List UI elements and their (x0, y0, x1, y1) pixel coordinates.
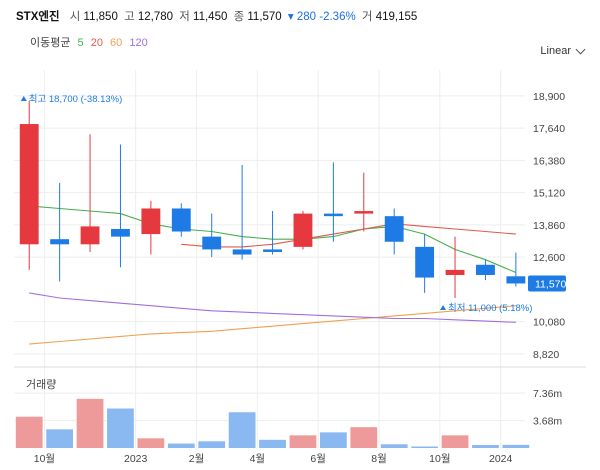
volume-bar (137, 438, 165, 448)
y-tick-label: 18,900 (533, 91, 565, 103)
candle-body (80, 226, 100, 245)
close-label: 종 (233, 11, 245, 23)
low-value: 11,450 (193, 11, 228, 23)
low-marker-arrow (440, 305, 447, 311)
volume-label: 거 (361, 11, 373, 23)
high-marker-label: 최고 18,700 (-38.13%) (29, 94, 123, 105)
ma-120-label[interactable]: 120 (129, 37, 148, 49)
volume-bar (350, 427, 378, 448)
volume-bar (289, 435, 317, 448)
moving-average-title: 이동평균 (30, 37, 71, 49)
candle-body (445, 269, 465, 276)
volume-bar (46, 429, 74, 448)
ma-120-line (29, 292, 516, 323)
candle-body (293, 213, 313, 247)
volume-bar (228, 412, 256, 448)
ma-60-line (29, 305, 516, 345)
high-marker-arrow (20, 96, 27, 102)
x-tick-label: 10월 (34, 453, 55, 465)
low-label: 저 (179, 11, 190, 23)
candle-body (111, 228, 130, 237)
open-label: 시 (69, 11, 81, 23)
ma-20-label[interactable]: 20 (90, 37, 103, 49)
close-value: 11,570 (247, 11, 282, 23)
low-marker-label: 최저 11,000 (5.18%) (448, 303, 532, 314)
candle-body (415, 246, 435, 278)
y-tick-label: 16,380 (533, 155, 565, 167)
stock-name: STX엔진 (16, 11, 60, 23)
volume-bar (441, 435, 469, 448)
x-tick-label: 4월 (250, 453, 266, 465)
candle-body (171, 208, 191, 232)
candle-body (202, 236, 222, 250)
x-tick-label: 8월 (371, 453, 387, 465)
open-value: 11,850 (83, 11, 118, 23)
candle-body (323, 213, 343, 217)
y-tick-label: 17,640 (533, 123, 565, 135)
volume-bar (259, 439, 286, 448)
high-label: 고 (124, 11, 135, 23)
change-value: ▾ 280 -2.36% (287, 11, 356, 23)
candle-body (232, 249, 252, 255)
moving-average-legend[interactable]: 이동평균 5 20 60 120 (30, 34, 152, 50)
x-tick-label: 6월 (310, 453, 326, 465)
volume-bar (76, 398, 104, 448)
volume-bar (15, 416, 43, 448)
volume-bar (167, 443, 195, 448)
scale-label: Linear (540, 45, 571, 57)
price-summary: STX엔진 시 11,850 고 12,780 저 11,450 종 11,57… (16, 8, 417, 24)
y-tick-label: 15,120 (533, 188, 565, 200)
volume-panel-title: 거래량 (26, 379, 57, 391)
x-tick-label: 10월 (429, 453, 450, 465)
last-price-badge (528, 275, 566, 292)
candle-body (141, 208, 161, 235)
high-value: 12,780 (137, 11, 174, 23)
volume-bar (411, 446, 439, 448)
y-tick-label: 12,600 (533, 252, 565, 264)
y-tick-label: 8,820 (533, 349, 559, 361)
candle-body (263, 249, 282, 252)
volume-bar (319, 432, 347, 448)
last-price-label: 11,570 (535, 278, 566, 290)
candle-body (50, 239, 70, 245)
volume-bar (380, 444, 408, 448)
candle-body (354, 211, 374, 214)
volume-bar (472, 445, 499, 448)
volume-bar (107, 408, 134, 448)
candle-body (476, 264, 495, 276)
volume-y-tick-label: 3.68m (533, 416, 562, 428)
x-tick-label: 2023 (124, 453, 148, 465)
volume-bar (198, 441, 226, 448)
candle-body (506, 276, 526, 284)
scale-dropdown[interactable]: Linear (540, 44, 586, 57)
volume-y-tick-label: 7.36m (533, 388, 562, 400)
y-tick-label: 13,860 (533, 220, 565, 232)
x-tick-label: 2024 (489, 453, 513, 465)
x-tick-label: 2월 (189, 453, 205, 465)
volume-value: 419,155 (375, 11, 418, 23)
candle-body (384, 216, 404, 242)
y-tick-label: 10,080 (533, 317, 565, 329)
candle-body (19, 124, 39, 245)
ma-20-line (181, 223, 516, 248)
volume-bar (502, 444, 530, 448)
ma-5-label[interactable]: 5 (77, 37, 84, 49)
ma-60-label[interactable]: 60 (110, 37, 123, 49)
